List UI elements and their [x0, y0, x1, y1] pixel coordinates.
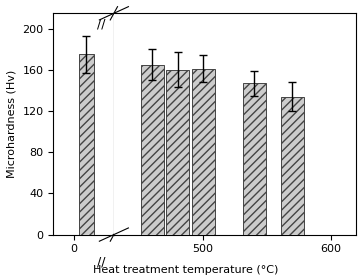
Text: Heat treatment temperature (°C): Heat treatment temperature (°C)	[93, 265, 279, 275]
Bar	[140, 65, 164, 235]
Text: //: //	[97, 256, 106, 269]
Bar	[192, 69, 215, 235]
Text: //: //	[97, 17, 106, 30]
Bar	[166, 70, 189, 235]
Bar	[242, 83, 266, 235]
Bar	[78, 54, 94, 235]
Bar	[281, 97, 304, 235]
Y-axis label: Microhardness (Hv): Microhardness (Hv)	[7, 70, 17, 178]
